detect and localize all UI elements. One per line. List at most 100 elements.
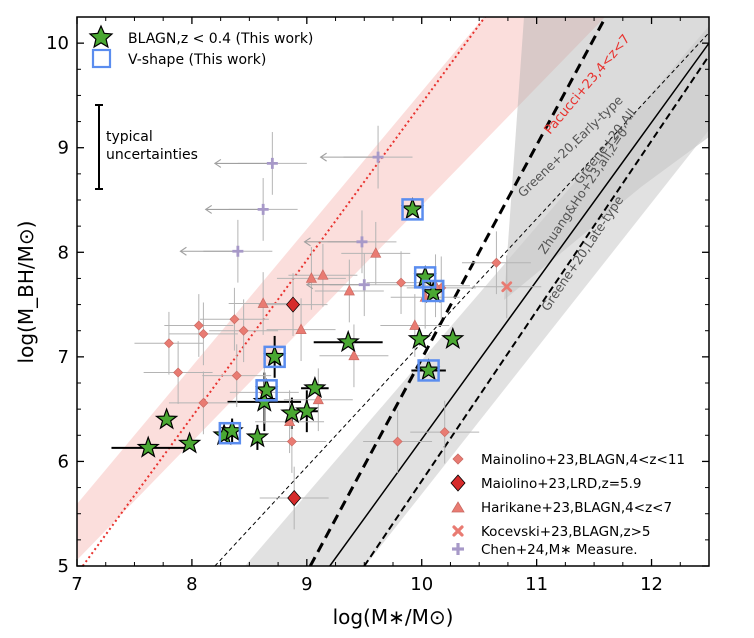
greene-late-type-band [245, 26, 709, 566]
maiolino-lrd-point [286, 296, 300, 313]
relation-lines [81, 17, 709, 566]
blagn-star-point [303, 375, 327, 399]
x-tick-label: 12 [640, 574, 663, 595]
y-tick-label: 8 [58, 242, 69, 263]
y-axis-label: log(M_BH/M⊙) [14, 221, 38, 364]
blagn-star-point [177, 431, 202, 454]
blagn-star-point [254, 378, 279, 401]
legend-x-label: Kocevski+23,BLAGN,z>5 [481, 524, 650, 540]
blagn-star-point [136, 435, 160, 458]
harikane-triangle-point [295, 323, 307, 335]
harikane-triangle-point [409, 319, 421, 330]
legend-small-diamond-label: Mainolino+23,BLAGN,4<z<11 [481, 452, 685, 468]
x-tick-label: 7 [71, 574, 82, 595]
axis-ticks: 7 8 9 10 11 12 5 6 7 8 9 10 [46, 16, 710, 595]
uncertainties-label: uncertainties [106, 147, 198, 163]
blagn-star-point [421, 280, 445, 304]
upper-limit-arrowhead [303, 237, 311, 247]
legend-square-marker [91, 48, 112, 69]
harikane-triangle-point [305, 272, 317, 283]
legend-small-diamond-marker [452, 453, 464, 465]
mainolino-diamond-point [173, 367, 184, 378]
y-tick-label: 5 [58, 556, 69, 577]
y-tick-label: 6 [58, 451, 69, 472]
blagn-star-point [295, 398, 319, 422]
kocevski-x-point [501, 281, 513, 293]
mainolino-diamond-point [286, 436, 297, 447]
harikane-triangle-point [348, 349, 360, 361]
x-tick-label: 8 [186, 574, 197, 595]
mainolino-diamond-point [396, 277, 407, 288]
relation-line [363, 55, 709, 566]
legend-plus-label: Chen+24,M∗ Measure. [481, 542, 638, 558]
mainolino-diamond-point [439, 427, 450, 438]
mainolino-diamond-point [198, 397, 209, 408]
y-tick-label: 7 [58, 347, 69, 368]
legend-diamond-label: Maiolino+23,LRD,z=5.9 [481, 476, 641, 492]
mainolino-diamond-point [392, 436, 403, 447]
harikane-triangle-point [370, 247, 382, 258]
vshape-square-point [263, 345, 286, 369]
x-tick-label: 10 [410, 574, 433, 595]
upper-limit-arrowhead [319, 152, 327, 162]
x-tick-label: 9 [301, 574, 312, 595]
legend-x-marker [452, 525, 464, 537]
vshape-square-point [413, 266, 437, 289]
vshape-square-point [417, 359, 440, 382]
vshape-square-point [421, 279, 445, 303]
x-tick-label: 11 [525, 574, 548, 595]
harikane-triangle-point [257, 297, 269, 308]
chen-plus-point [266, 157, 278, 169]
mainolino-diamond-point [229, 314, 240, 325]
blagn-star-point [245, 425, 270, 448]
mainolino-diamond-point [198, 328, 209, 339]
maiolino-lrd-point [287, 489, 302, 507]
typical-uncertainties: typical uncertainties [95, 104, 198, 190]
legend-plus-marker [452, 543, 464, 555]
legend-diamond-marker [450, 474, 466, 492]
chen-plus-point [358, 279, 370, 291]
chen-plus-point [257, 203, 269, 215]
blagn-star-point [441, 326, 465, 350]
vshape-square-point [255, 379, 278, 402]
relation-line [308, 17, 607, 566]
typical-label: typical [106, 129, 153, 145]
legend-top: BLAGN,z < 0.4 (This work) V-shape (This … [88, 24, 313, 69]
blagn-star-point [400, 197, 425, 220]
mainolino-diamond-point [491, 257, 502, 268]
x-axis-label: log(M∗/M⊙) [333, 605, 454, 629]
blagn-star-point [154, 407, 179, 430]
y-tick-label: 10 [46, 33, 69, 54]
blagn-star-point [407, 326, 432, 350]
legend-star-marker [88, 24, 114, 49]
vshape-square-point [401, 198, 424, 221]
pacucci-band [77, 17, 605, 560]
legend-triangle-label: Harikane+23,BLAGN,4<z<7 [481, 500, 672, 516]
relation-line [329, 42, 709, 566]
blagn-star-point [263, 344, 287, 367]
legend-triangle-marker [451, 501, 465, 513]
relation-line [214, 32, 709, 566]
legend-bottom: Mainolino+23,BLAGN,4<z<11 Maiolino+23,LR… [450, 452, 685, 558]
harikane-triangle-point [343, 284, 355, 296]
legend-star-label: BLAGN,z < 0.4 (This work) [128, 31, 313, 47]
legend-square-label: V-shape (This work) [128, 52, 266, 68]
mainolino-diamond-point [193, 320, 204, 331]
data-markers [136, 151, 513, 507]
harikane-triangle-point [312, 393, 324, 405]
upper-limit-arrowhead [213, 158, 222, 168]
vshape-square-point [218, 421, 242, 445]
harikane-triangle-point [317, 269, 329, 280]
mainolino-diamond-point [231, 370, 242, 381]
chen-plus-point [356, 236, 368, 248]
mainolino-diamond-point [163, 338, 174, 349]
y-tick-label: 9 [58, 138, 69, 159]
relation-line [81, 17, 486, 566]
upper-limit-arrowhead [179, 246, 187, 256]
chen-plus-point [372, 151, 384, 163]
blagn-star-point [336, 329, 360, 353]
chen-plus-point [232, 245, 244, 257]
blagn-star-point [416, 358, 441, 381]
mainolino-diamond-point [238, 325, 249, 336]
